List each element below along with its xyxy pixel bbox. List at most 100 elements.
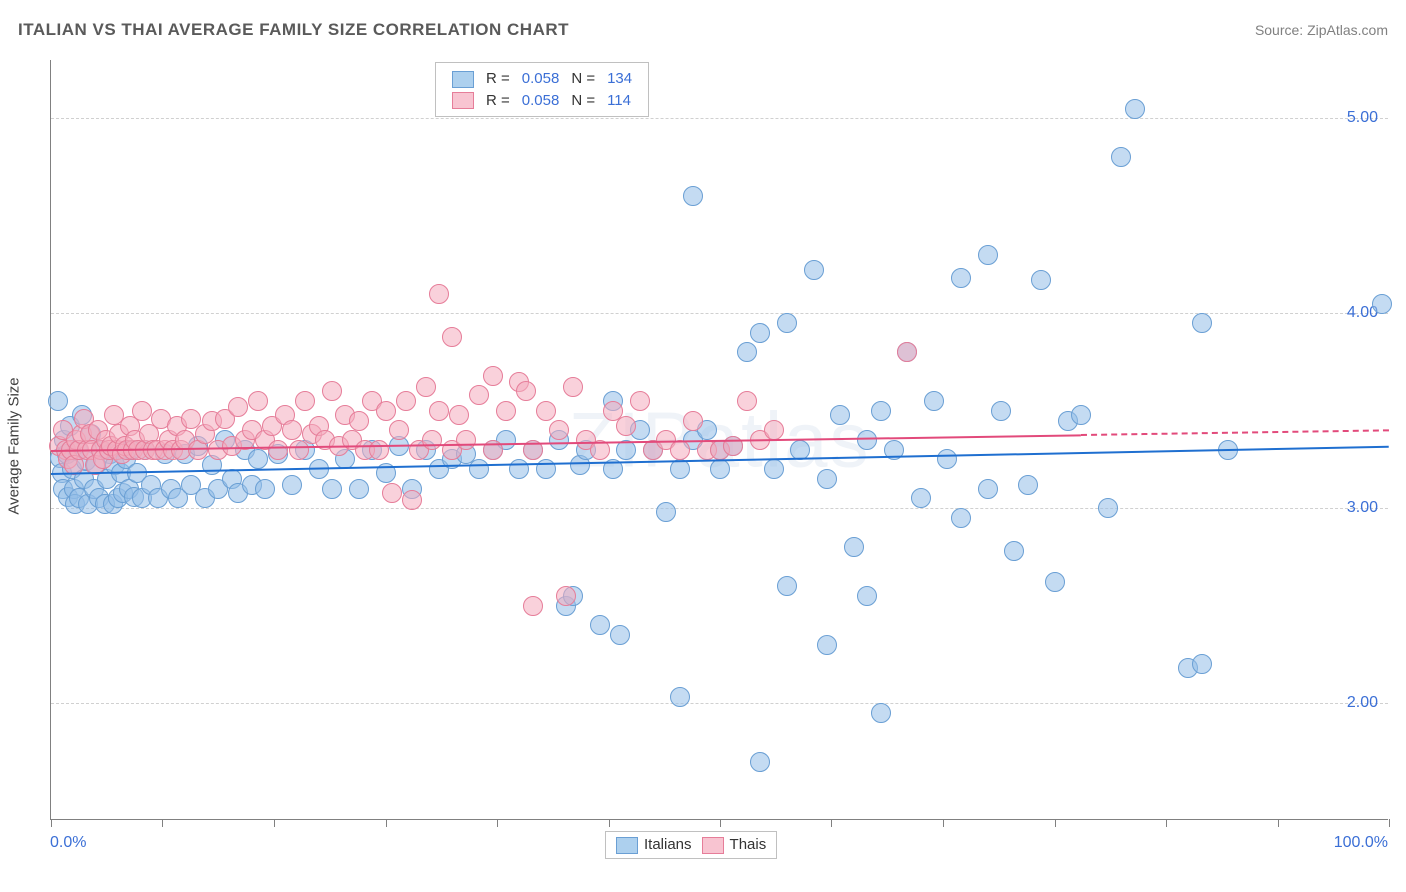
x-max-label: 100.0% xyxy=(1334,834,1388,852)
scatter-point xyxy=(610,625,630,645)
y-tick-label: 5.00 xyxy=(1347,109,1378,127)
legend-n-value: 134 xyxy=(601,68,638,90)
scatter-point xyxy=(871,703,891,723)
scatter-point xyxy=(897,342,917,362)
x-tick xyxy=(831,819,832,827)
scatter-point xyxy=(509,459,529,479)
scatter-point xyxy=(536,401,556,421)
scatter-point xyxy=(777,576,797,596)
legend-r-value: 0.058 xyxy=(516,68,566,90)
scatter-point xyxy=(1071,405,1091,425)
scatter-point xyxy=(282,420,302,440)
scatter-point xyxy=(817,635,837,655)
legend-r-value: 0.058 xyxy=(516,90,566,112)
scatter-point xyxy=(710,459,730,479)
x-tick xyxy=(609,819,610,827)
scatter-point xyxy=(449,405,469,425)
scatter-point xyxy=(616,416,636,436)
scatter-point xyxy=(857,430,877,450)
scatter-point xyxy=(456,430,476,450)
legend-item-label: Italians xyxy=(644,836,692,853)
x-tick xyxy=(1166,819,1167,827)
scatter-point xyxy=(844,537,864,557)
scatter-point xyxy=(228,397,248,417)
gridline xyxy=(51,703,1388,704)
scatter-point xyxy=(132,401,152,421)
scatter-point xyxy=(750,752,770,772)
x-tick xyxy=(386,819,387,827)
gridline xyxy=(51,508,1388,509)
scatter-point xyxy=(349,411,369,431)
scatter-point xyxy=(670,687,690,707)
scatter-point xyxy=(416,377,436,397)
scatter-point xyxy=(737,342,757,362)
scatter-point xyxy=(630,391,650,411)
scatter-point xyxy=(429,401,449,421)
scatter-point xyxy=(764,420,784,440)
y-tick-label: 2.00 xyxy=(1347,694,1378,712)
x-tick xyxy=(497,819,498,827)
y-tick-label: 3.00 xyxy=(1347,499,1378,517)
x-tick xyxy=(1389,819,1390,827)
x-tick xyxy=(943,819,944,827)
scatter-point xyxy=(978,479,998,499)
scatter-point xyxy=(777,313,797,333)
scatter-point xyxy=(376,401,396,421)
scatter-point xyxy=(1031,270,1051,290)
scatter-point xyxy=(48,391,68,411)
scatter-point xyxy=(1125,99,1145,119)
scatter-point xyxy=(442,327,462,347)
scatter-point xyxy=(396,391,416,411)
scatter-point xyxy=(670,440,690,460)
scatter-point xyxy=(830,405,850,425)
x-tick xyxy=(274,819,275,827)
scatter-point xyxy=(1004,541,1024,561)
scatter-point xyxy=(369,440,389,460)
scatter-point xyxy=(402,490,422,510)
scatter-point xyxy=(683,411,703,431)
scatter-point xyxy=(1192,654,1212,674)
scatter-point xyxy=(248,391,268,411)
scatter-point xyxy=(1192,313,1212,333)
legend-item: Italians xyxy=(616,836,692,853)
scatter-point xyxy=(322,381,342,401)
scatter-point xyxy=(556,586,576,606)
legend-swatch-icon xyxy=(452,92,474,109)
scatter-point xyxy=(737,391,757,411)
scatter-point xyxy=(911,488,931,508)
legend-stat-row: R =0.058N =114 xyxy=(446,90,638,112)
scatter-point xyxy=(289,440,309,460)
scatter-point xyxy=(389,420,409,440)
scatter-point xyxy=(590,615,610,635)
legend-n-value: 114 xyxy=(601,90,638,112)
scatter-point xyxy=(523,596,543,616)
scatter-point xyxy=(1098,498,1118,518)
x-tick xyxy=(162,819,163,827)
scatter-point xyxy=(469,385,489,405)
scatter-point xyxy=(349,479,369,499)
legend-n-label: N = xyxy=(565,68,601,90)
scatter-point xyxy=(764,459,784,479)
scatter-point xyxy=(1111,147,1131,167)
chart-title: ITALIAN VS THAI AVERAGE FAMILY SIZE CORR… xyxy=(18,20,569,40)
trend-line-dashed xyxy=(1081,429,1389,436)
scatter-point xyxy=(496,401,516,421)
x-tick xyxy=(1278,819,1279,827)
scatter-point xyxy=(516,381,536,401)
scatter-point xyxy=(1018,475,1038,495)
scatter-point xyxy=(871,401,891,421)
scatter-point xyxy=(978,245,998,265)
scatter-point xyxy=(382,483,402,503)
scatter-point xyxy=(483,366,503,386)
scatter-point xyxy=(750,323,770,343)
scatter-point xyxy=(683,186,703,206)
scatter-point xyxy=(563,377,583,397)
legend-item: Thais xyxy=(692,836,767,853)
plot-area: ZIPatlas 2.003.004.005.00 xyxy=(50,60,1388,820)
scatter-point xyxy=(248,449,268,469)
scatter-point xyxy=(656,502,676,522)
legend-swatch-icon xyxy=(702,837,724,854)
legend-item-label: Thais xyxy=(730,836,767,853)
source-label: Source: ZipAtlas.com xyxy=(1255,22,1388,38)
legend-swatch-icon xyxy=(616,837,638,854)
